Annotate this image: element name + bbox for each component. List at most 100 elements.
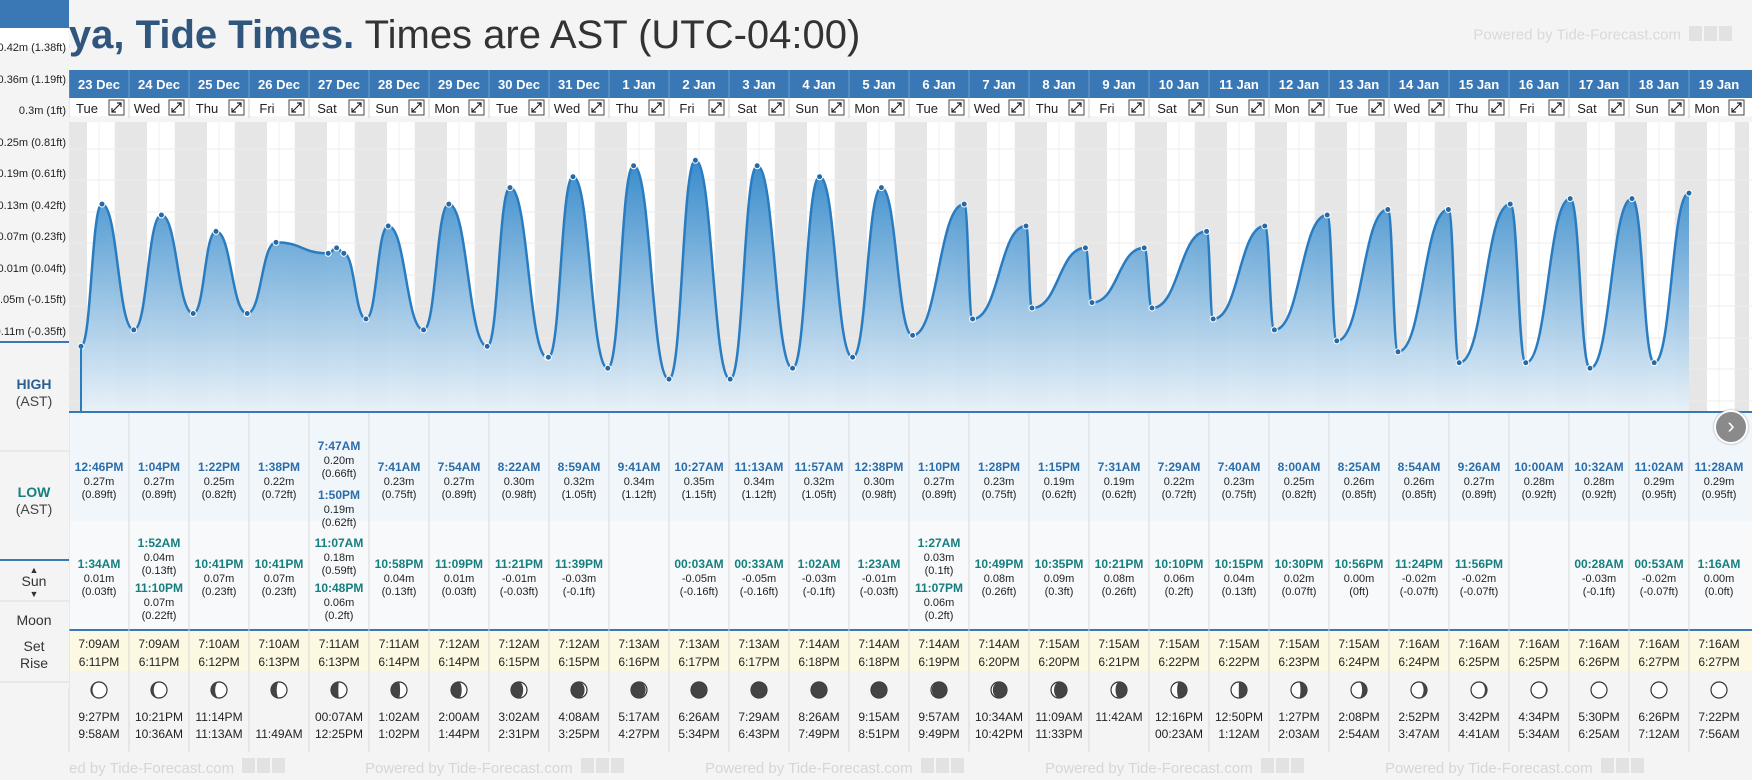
tide-point[interactable] bbox=[816, 173, 824, 181]
tide-point[interactable] bbox=[1444, 206, 1452, 214]
tide-point[interactable] bbox=[189, 310, 197, 318]
tide-point[interactable] bbox=[1323, 211, 1331, 219]
tide-point[interactable] bbox=[333, 244, 341, 252]
tide-point[interactable] bbox=[1270, 326, 1278, 334]
sunrise-time: 7:15AM bbox=[1338, 637, 1379, 651]
expand-day-icon[interactable] bbox=[528, 99, 545, 116]
tide-point[interactable] bbox=[1022, 222, 1030, 230]
tide-point[interactable] bbox=[1628, 195, 1636, 203]
tide-point[interactable] bbox=[1028, 304, 1036, 312]
tide-point[interactable] bbox=[877, 184, 885, 192]
tide-point[interactable] bbox=[340, 249, 348, 257]
day-weekday: Thu bbox=[1036, 101, 1058, 116]
tide-point[interactable] bbox=[1566, 195, 1574, 203]
powered-by-bottom-4[interactable]: Powered by Tide-Forecast.com bbox=[1385, 758, 1644, 780]
high-tide-height-ft: (1.12ft) bbox=[622, 489, 657, 501]
tide-point[interactable] bbox=[1384, 206, 1392, 214]
tide-point[interactable] bbox=[130, 326, 138, 334]
expand-day-icon[interactable] bbox=[1368, 99, 1385, 116]
powered-by-top[interactable]: Powered by Tide-Forecast.com bbox=[1473, 26, 1732, 45]
tide-point[interactable] bbox=[753, 162, 761, 170]
tide-point[interactable] bbox=[384, 222, 392, 230]
expand-day-icon[interactable] bbox=[1248, 99, 1265, 116]
tide-point[interactable] bbox=[691, 156, 699, 164]
powered-by-bottom-1[interactable]: Powered by Tide-Forecast.com bbox=[365, 758, 624, 780]
tide-point[interactable] bbox=[98, 200, 106, 208]
expand-day-icon[interactable] bbox=[348, 99, 365, 116]
expand-day-icon[interactable] bbox=[708, 99, 725, 116]
tide-point[interactable] bbox=[1261, 222, 1269, 230]
expand-day-icon[interactable] bbox=[588, 99, 605, 116]
tide-point[interactable] bbox=[1140, 244, 1148, 252]
expand-day-icon[interactable] bbox=[948, 99, 965, 116]
expand-day-icon[interactable] bbox=[468, 99, 485, 116]
moonrise-time: 00:23AM bbox=[1155, 727, 1203, 741]
tide-point[interactable] bbox=[969, 315, 977, 323]
expand-day-icon[interactable] bbox=[1548, 99, 1565, 116]
powered-by-bottom-2[interactable]: Powered by Tide-Forecast.com bbox=[705, 758, 964, 780]
next-days-button[interactable]: › bbox=[1714, 410, 1748, 444]
tide-point[interactable] bbox=[1522, 359, 1530, 367]
tide-point[interactable] bbox=[1333, 337, 1341, 345]
tide-point[interactable] bbox=[362, 315, 370, 323]
expand-day-icon[interactable] bbox=[168, 99, 185, 116]
day-weekday: Thu bbox=[616, 101, 638, 116]
tide-point[interactable] bbox=[1209, 315, 1217, 323]
tide-point[interactable] bbox=[1506, 200, 1514, 208]
tide-point[interactable] bbox=[1203, 227, 1211, 235]
expand-day-icon[interactable] bbox=[1428, 99, 1445, 116]
tide-point[interactable] bbox=[272, 238, 280, 246]
expand-day-icon[interactable] bbox=[1668, 99, 1685, 116]
expand-day-icon[interactable] bbox=[288, 99, 305, 116]
expand-day-icon[interactable] bbox=[1728, 99, 1745, 116]
expand-day-icon[interactable] bbox=[888, 99, 905, 116]
y-tick-label: 0.01m (0.04ft) bbox=[0, 263, 66, 275]
tide-point[interactable] bbox=[445, 200, 453, 208]
moonset-time: 3:02AM bbox=[498, 710, 539, 724]
tide-point[interactable] bbox=[665, 375, 673, 383]
expand-day-icon[interactable] bbox=[108, 99, 125, 116]
expand-day-icon[interactable] bbox=[1488, 99, 1505, 116]
expand-day-icon[interactable] bbox=[408, 99, 425, 116]
tide-point[interactable] bbox=[243, 310, 251, 318]
tide-point[interactable] bbox=[630, 162, 638, 170]
expand-day-icon[interactable] bbox=[828, 99, 845, 116]
powered-by-bottom-0[interactable]: ed by Tide-Forecast.com bbox=[69, 758, 286, 780]
tide-point[interactable] bbox=[909, 331, 917, 339]
powered-by-bottom-3[interactable]: Powered by Tide-Forecast.com bbox=[1045, 758, 1304, 780]
tide-point[interactable] bbox=[1685, 189, 1693, 197]
expand-day-icon[interactable] bbox=[648, 99, 665, 116]
tide-point[interactable] bbox=[1586, 364, 1594, 372]
tide-point[interactable] bbox=[544, 353, 552, 361]
tide-point[interactable] bbox=[1455, 359, 1463, 367]
expand-day-icon[interactable] bbox=[1188, 99, 1205, 116]
expand-day-icon[interactable] bbox=[768, 99, 785, 116]
tide-point[interactable] bbox=[1148, 304, 1156, 312]
tide-point[interactable] bbox=[960, 200, 968, 208]
tide-point[interactable] bbox=[483, 342, 491, 350]
expand-day-icon[interactable] bbox=[228, 99, 245, 116]
tide-point[interactable] bbox=[324, 249, 332, 257]
expand-day-icon[interactable] bbox=[1308, 99, 1325, 116]
sunrise-time: 7:10AM bbox=[258, 637, 299, 651]
tide-point[interactable] bbox=[604, 364, 612, 372]
tide-point[interactable] bbox=[1088, 299, 1096, 307]
expand-day-icon[interactable] bbox=[1608, 99, 1625, 116]
tide-point[interactable] bbox=[212, 227, 220, 235]
tide-point[interactable] bbox=[849, 353, 857, 361]
tide-point[interactable] bbox=[1081, 244, 1089, 252]
expand-day-icon[interactable] bbox=[1128, 99, 1145, 116]
tide-point[interactable] bbox=[506, 184, 514, 192]
high-tide-height-ft: (0.72ft) bbox=[1162, 489, 1197, 501]
low-label: LOW bbox=[18, 484, 51, 500]
tide-point[interactable] bbox=[1650, 359, 1658, 367]
tide-point[interactable] bbox=[569, 173, 577, 181]
tide-point[interactable] bbox=[420, 326, 428, 334]
expand-day-icon[interactable] bbox=[1008, 99, 1025, 116]
expand-day-icon[interactable] bbox=[1068, 99, 1085, 116]
tide-point[interactable] bbox=[157, 211, 165, 219]
moonrise-time: 11:49AM bbox=[255, 727, 302, 741]
tide-point[interactable] bbox=[1394, 348, 1402, 356]
tide-point[interactable] bbox=[789, 364, 797, 372]
tide-point[interactable] bbox=[726, 375, 734, 383]
